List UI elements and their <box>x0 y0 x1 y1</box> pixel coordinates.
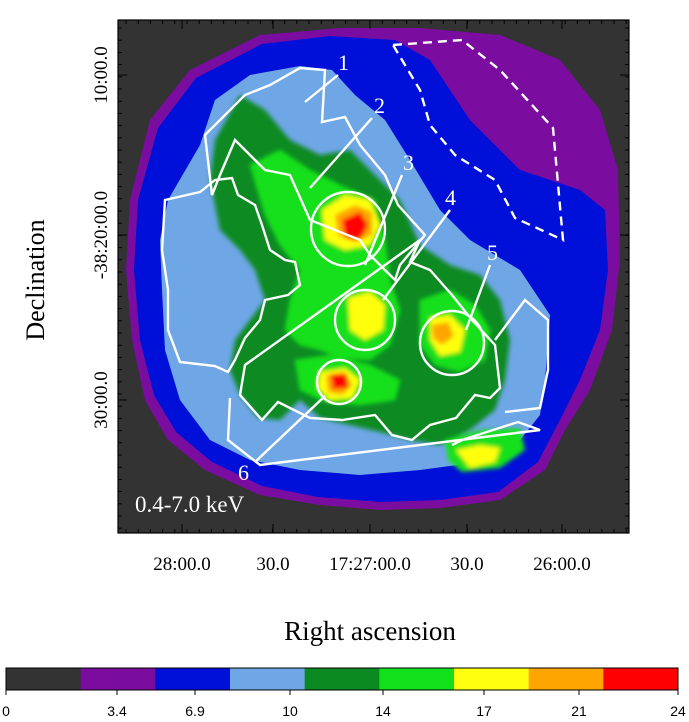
emission-high-2 <box>348 292 385 340</box>
x-axis-title: Right ascension <box>284 616 456 646</box>
colorbar-segment <box>6 668 82 690</box>
colorbar-segment <box>304 668 380 690</box>
region-5-circle <box>418 309 486 377</box>
colorbar-segment <box>603 668 679 690</box>
region-label-3: 3 <box>403 150 414 175</box>
y-tick-labels: 10:00.0 -38:20:00.0 30:00.0 <box>91 46 112 429</box>
x-tick-label: 30.0 <box>256 554 289 575</box>
x-tick-label: 26:00.0 <box>533 554 591 575</box>
region-east-outline <box>494 298 550 414</box>
leader-2 <box>309 117 373 189</box>
region-label-2: 2 <box>374 93 385 118</box>
emission-peak-2 <box>331 374 348 389</box>
region-overlays <box>160 38 565 467</box>
x-tick-label: 28:00.0 <box>153 554 211 575</box>
y-tick-label: -38:20:00.0 <box>91 191 112 279</box>
leader-4 <box>382 209 451 301</box>
energy-band-label: 0.4-7.0 keV <box>135 492 245 517</box>
region-band-outline <box>226 397 541 467</box>
colorbar-segment <box>80 668 156 690</box>
colorbar-segment <box>454 668 530 690</box>
region-label-1: 1 <box>338 50 349 75</box>
y-tick-label: 10:00.0 <box>91 46 112 104</box>
image-frame <box>117 19 630 534</box>
leader-6 <box>254 395 326 463</box>
colorbar-frame <box>5 667 679 691</box>
y-axis-title: Declination <box>21 219 50 340</box>
region-labels: 1 2 3 4 5 6 <box>238 50 498 485</box>
leader-3 <box>363 174 404 266</box>
colorbar-segment <box>155 668 231 690</box>
region-3-circle <box>309 190 387 268</box>
x-tick-labels: 28:00.0 30.0 17:27:00.0 30.0 26:00.0 <box>153 554 591 575</box>
colorbar <box>5 667 679 695</box>
emission-peak-1 <box>342 212 368 240</box>
region-label-6: 6 <box>238 460 249 485</box>
y-tick-label: 30:00.0 <box>91 371 112 429</box>
colorbar-segment <box>528 668 604 690</box>
region-1-outline <box>203 66 427 283</box>
x-tick-label: 30.0 <box>450 554 483 575</box>
leader-1 <box>304 74 339 103</box>
leader-5 <box>464 264 492 331</box>
emission-higher-3 <box>432 322 454 345</box>
colorbar-tick-label: 10 <box>282 703 298 719</box>
region-outer-outline <box>238 236 502 442</box>
colorbar-tick-label: 24 <box>670 703 686 719</box>
colorbar-tick-label: 3.4 <box>107 703 127 719</box>
colorbar-tick-label: 6.9 <box>185 703 205 719</box>
colorbar-tick-label: 0 <box>2 703 10 719</box>
colorbar-tick-label: 17 <box>476 703 492 719</box>
x-tick-label: 17:27:00.0 <box>329 554 411 575</box>
colorbar-tick-labels: 0 3.4 6.9 10 14 17 21 24 <box>2 703 686 719</box>
colorbar-tick-label: 21 <box>571 703 587 719</box>
region-4-circle <box>333 288 397 352</box>
region-label-5: 5 <box>487 240 498 265</box>
emission-high-5 <box>456 445 500 468</box>
region-2-outline <box>160 176 302 374</box>
colorbar-segment <box>379 668 455 690</box>
region-background-outline <box>390 38 565 242</box>
colorbar-segment <box>230 668 306 690</box>
region-6-circle <box>315 358 363 406</box>
region-label-4: 4 <box>445 185 456 210</box>
colorbar-tick-label: 14 <box>375 703 391 719</box>
frame-ticks <box>118 20 629 533</box>
